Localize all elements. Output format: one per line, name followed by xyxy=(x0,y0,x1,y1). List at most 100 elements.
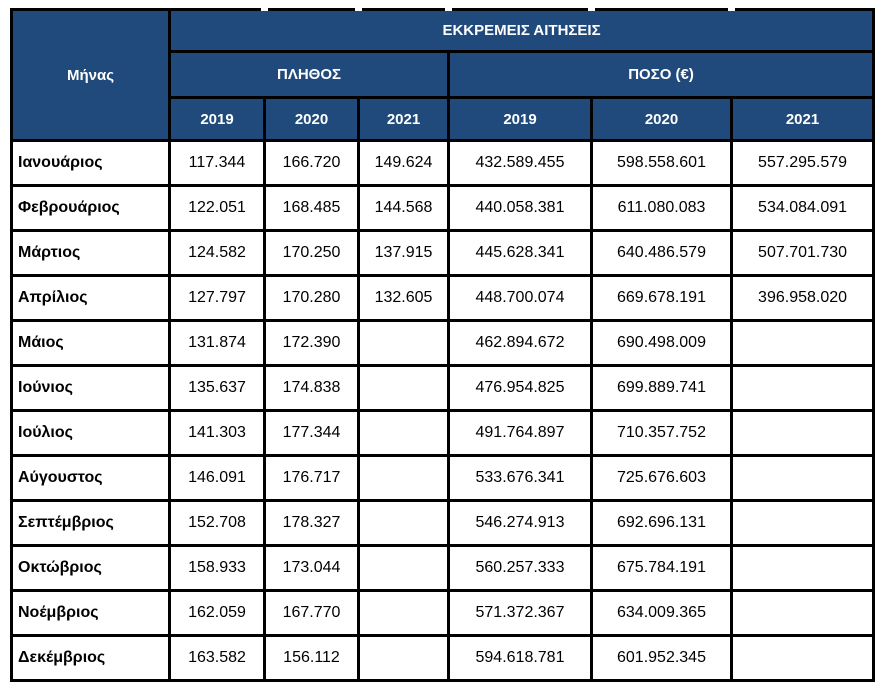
value-cell: 462.894.672 xyxy=(447,319,593,367)
value-cell: 491.764.897 xyxy=(447,409,593,457)
value-cell: 163.582 xyxy=(168,634,266,682)
value-cell xyxy=(729,499,876,547)
value-cell: 598.558.601 xyxy=(590,139,733,187)
value-cell xyxy=(729,364,876,412)
month-cell: Αύγουστος xyxy=(10,454,171,502)
value-cell: 117.344 xyxy=(168,139,266,187)
value-cell: 173.044 xyxy=(263,544,360,592)
table-row: Αύγουστος 146.091 176.717 533.676.341 725.67… xyxy=(10,454,876,502)
month-cell: Απρίλιος xyxy=(10,274,171,322)
table-row: Απρίλιος 127.797 170.280 132.605 448.700.074… xyxy=(10,274,876,322)
month-cell: Ιούλιος xyxy=(10,409,171,457)
value-cell: 692.696.131 xyxy=(590,499,733,547)
value-cell: 710.357.752 xyxy=(590,409,733,457)
value-cell xyxy=(357,409,450,457)
month-cell: Νοέμβριος xyxy=(10,589,171,637)
top-border-notch xyxy=(588,8,595,11)
value-cell: 396.958.020 xyxy=(729,274,876,322)
group-header-count: ΠΛΗΘΟΣ xyxy=(168,50,450,99)
value-cell: 571.372.367 xyxy=(447,589,593,637)
value-cell xyxy=(357,634,450,682)
value-cell: 178.327 xyxy=(263,499,360,547)
month-cell: Φεβρουάριος xyxy=(10,184,171,232)
month-cell: Ιανουάριος xyxy=(10,139,171,187)
year-header: 2020 xyxy=(590,96,733,142)
table-body: Ιανουάριος 117.344 166.720 149.624 432.589.4… xyxy=(10,139,876,682)
value-cell xyxy=(357,499,450,547)
table-row: Ιούλιος 141.303 177.344 491.764.897 710.357.… xyxy=(10,409,876,457)
group-header-amount: ΠΟΣΟ (€) xyxy=(446,50,876,99)
month-cell: Δεκέμβριος xyxy=(10,634,171,682)
value-cell xyxy=(357,454,450,502)
month-cell: Ιούνιος xyxy=(10,364,171,412)
value-cell: 168.485 xyxy=(263,184,360,232)
value-cell: 166.720 xyxy=(263,139,360,187)
value-cell: 152.708 xyxy=(168,499,266,547)
value-cell xyxy=(357,544,450,592)
month-cell: Οκτώβριος xyxy=(10,544,171,592)
value-cell: 594.618.781 xyxy=(447,634,593,682)
value-cell: 141.303 xyxy=(168,409,266,457)
value-cell: 445.628.341 xyxy=(447,229,593,277)
value-cell: 170.250 xyxy=(263,229,360,277)
year-header: 2019 xyxy=(168,96,266,142)
table-row: Φεβρουάριος 122.051 168.485 144.568 440.058.… xyxy=(10,184,876,232)
value-cell: 132.605 xyxy=(357,274,450,322)
table-title: ΕΚΚΡΕΜΕΙΣ ΑΙΤΗΣΕΙΣ xyxy=(167,8,876,53)
value-cell xyxy=(729,454,876,502)
value-cell: 476.954.825 xyxy=(447,364,593,412)
table-row: Μάρτιος 124.582 170.250 137.915 445.628.341 6… xyxy=(10,229,876,277)
top-border-notch xyxy=(355,8,362,11)
value-cell: 137.915 xyxy=(357,229,450,277)
value-cell xyxy=(357,589,450,637)
value-cell: 507.701.730 xyxy=(729,229,876,277)
year-header: 2020 xyxy=(263,96,360,142)
year-header: 2019 xyxy=(447,96,593,142)
value-cell: 176.717 xyxy=(263,454,360,502)
value-cell: 156.112 xyxy=(263,634,360,682)
value-cell: 158.933 xyxy=(168,544,266,592)
table-row: Οκτώβριος 158.933 173.044 560.257.333 675.78… xyxy=(10,544,876,592)
top-border-notch xyxy=(445,8,452,11)
value-cell: 167.770 xyxy=(263,589,360,637)
value-cell: 122.051 xyxy=(168,184,266,232)
value-cell: 725.676.603 xyxy=(590,454,733,502)
value-cell: 611.080.083 xyxy=(590,184,733,232)
value-cell: 690.498.009 xyxy=(590,319,733,367)
value-cell: 546.274.913 xyxy=(447,499,593,547)
value-cell: 448.700.074 xyxy=(447,274,593,322)
table-row: Νοέμβριος 162.059 167.770 571.372.367 634.00… xyxy=(10,589,876,637)
value-cell: 533.676.341 xyxy=(447,454,593,502)
value-cell: 172.390 xyxy=(263,319,360,367)
value-cell: 560.257.333 xyxy=(447,544,593,592)
value-cell: 144.568 xyxy=(357,184,450,232)
value-cell: 146.091 xyxy=(168,454,266,502)
value-cell xyxy=(729,409,876,457)
month-column-header: Μήνας xyxy=(10,8,171,142)
value-cell: 440.058.381 xyxy=(447,184,593,232)
value-cell: 432.589.455 xyxy=(447,139,593,187)
value-cell: 174.838 xyxy=(263,364,360,412)
value-cell xyxy=(729,589,876,637)
table-row: Σεπτέμβριος 152.708 178.327 546.274.913 692.… xyxy=(10,499,876,547)
value-cell xyxy=(729,319,876,367)
value-cell: 699.889.741 xyxy=(590,364,733,412)
value-cell: 640.486.579 xyxy=(590,229,733,277)
pending-applications-table: Μήνας ΕΚΚΡΕΜΕΙΣ ΑΙΤΗΣΕΙΣ ΠΛΗΘΟΣ ΠΟΣΟ (€)… xyxy=(10,8,876,682)
table-row: Ιούνιος 135.637 174.838 476.954.825 699.889.… xyxy=(10,364,876,412)
month-cell: Σεπτέμβριος xyxy=(10,499,171,547)
value-cell: 557.295.579 xyxy=(729,139,876,187)
value-cell: 124.582 xyxy=(168,229,266,277)
value-cell xyxy=(357,364,450,412)
year-header: 2021 xyxy=(729,96,876,142)
value-cell: 131.874 xyxy=(168,319,266,367)
month-cell: Μάρτιος xyxy=(10,229,171,277)
value-cell xyxy=(357,319,450,367)
value-cell: 149.624 xyxy=(357,139,450,187)
value-cell: 170.280 xyxy=(263,274,360,322)
value-cell: 135.637 xyxy=(168,364,266,412)
value-cell: 162.059 xyxy=(168,589,266,637)
value-cell: 127.797 xyxy=(168,274,266,322)
top-border-notch xyxy=(728,8,735,11)
